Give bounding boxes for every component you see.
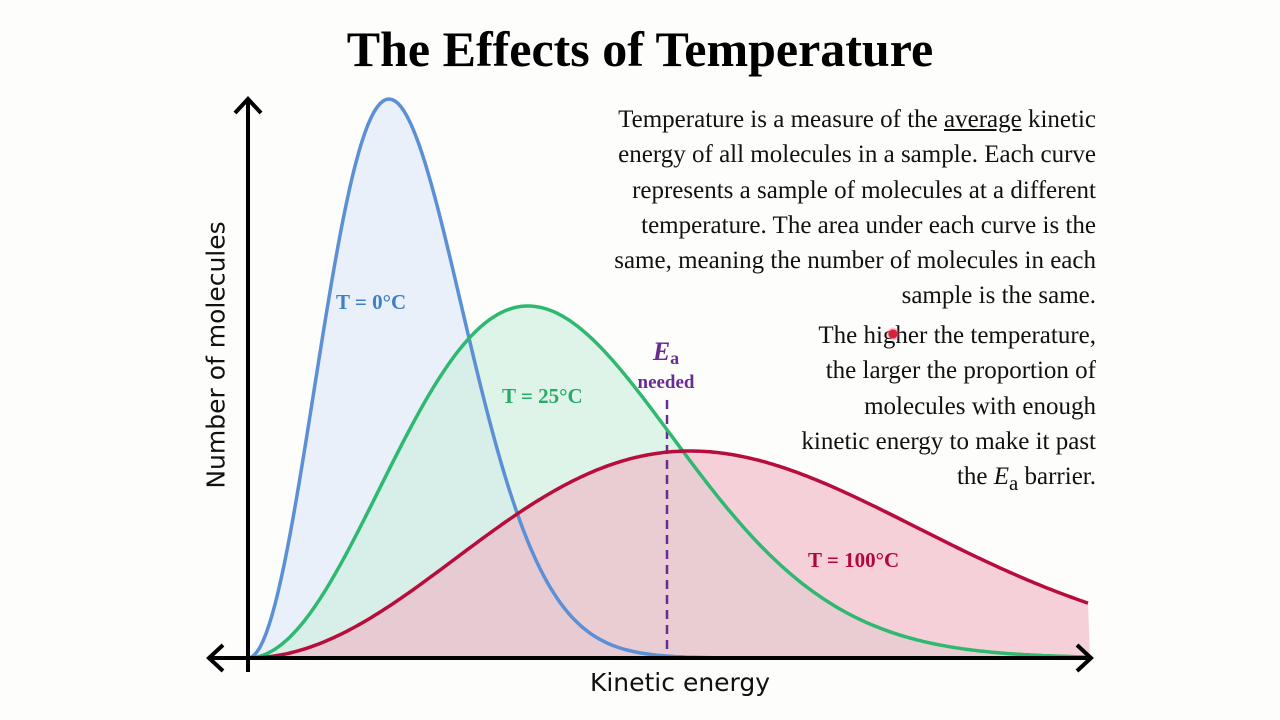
explanation-paragraph: Temperature is a measure of the average …	[614, 106, 1096, 310]
conclusion-paragraph: The higher the temperature, the larger t…	[801, 322, 1096, 496]
curve-t100	[248, 449, 1089, 660]
curve-label-t0: T = 0°C	[336, 290, 407, 314]
x-axis-arrow-left-icon	[206, 643, 225, 673]
curve-t25	[247, 304, 1088, 660]
x-axis-arrow-right-icon	[1075, 643, 1094, 673]
axes	[206, 96, 1094, 673]
y-axis-label: Number of molecules	[201, 221, 231, 489]
curve-label-t100: T = 100°C	[808, 548, 900, 572]
y-axis-arrow-icon	[233, 96, 263, 115]
area-t100	[248, 451, 1090, 658]
x-axis-label: Kinetic energy	[589, 668, 771, 697]
pointer-highlight-icon	[886, 327, 900, 341]
emphasis-average: average	[944, 106, 1022, 133]
curve-label-t25: T = 25°C	[502, 384, 583, 408]
ea-needed-label: Ea needed	[637, 337, 695, 394]
curve-fills	[248, 99, 1090, 658]
slide-title: The Effects of Temperature	[346, 21, 934, 77]
